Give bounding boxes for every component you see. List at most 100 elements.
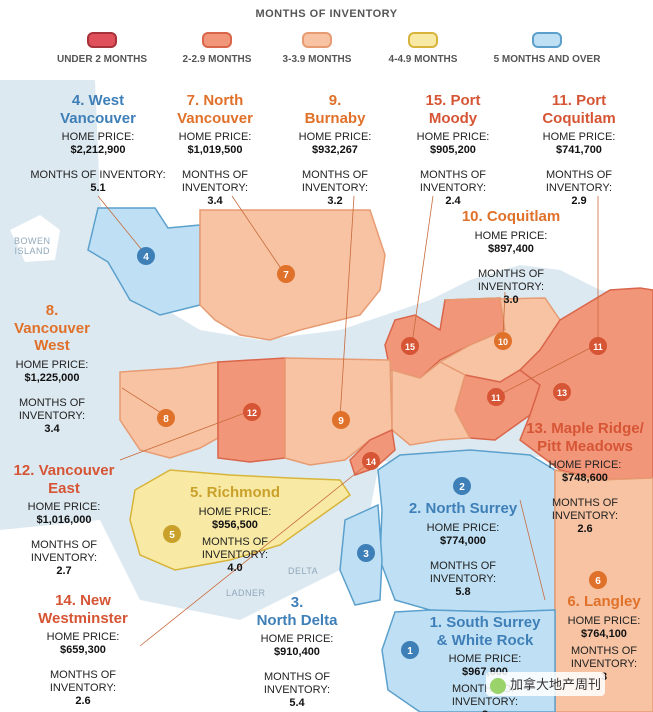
legend-label: 4-4.9 MONTHS: [388, 54, 458, 65]
months-value: 3: [420, 709, 550, 712]
home-price-label: HOME PRICE:: [474, 229, 548, 242]
months-label: MONTHS OF INVENTORY:: [545, 169, 613, 195]
months-value: 3.4: [44, 422, 60, 435]
home-price-label: HOME PRICE:: [416, 131, 490, 144]
label-west-vancouver: 4. West Vancouver HOME PRICE: $2,212,900…: [28, 92, 168, 195]
region-name: 15. Port: [425, 92, 481, 109]
marker-14: 14: [362, 452, 380, 470]
label-maple-ridge: 13. Maple Ridge/ Pitt Meadows HOME PRICE…: [518, 420, 652, 536]
region-name: 5. Richmond: [189, 484, 280, 501]
home-price-value: $1,016,000: [36, 514, 92, 527]
legend-swatch: [302, 32, 332, 48]
region-name: Vancouver: [14, 319, 90, 337]
legend-item-under-2: UNDER 2 MONTHS: [52, 32, 152, 65]
marker-11a: 11: [589, 337, 607, 355]
label-south-surrey: 1. South Surrey & White Rock HOME PRICE:…: [420, 614, 550, 712]
marker-number: 15: [405, 342, 415, 352]
marker-number: 3: [363, 549, 369, 560]
home-price-value: $910,400: [274, 646, 320, 659]
home-price-value: $2,212,900: [70, 144, 126, 157]
home-price-label: HOME PRICE:: [15, 359, 89, 372]
home-price-label: HOME PRICE:: [548, 459, 622, 472]
place-label-line: BOWEN: [14, 236, 51, 246]
marker-number: 4: [143, 252, 149, 263]
label-coquitlam: 10. Coquitlam HOME PRICE: $897,400 MONTH…: [446, 208, 576, 307]
home-price-label: HOME PRICE:: [178, 131, 252, 144]
marker-number: 6: [595, 576, 601, 587]
region-map: 4 7 9 15 11 11 10 8 12 5 13 2 14 3 6 1: [0, 80, 653, 712]
delta-label: DELTA: [288, 566, 319, 576]
label-port-moody: 15. Port Moody HOME PRICE: $905,200 MONT…: [398, 92, 508, 208]
region-name: Moody: [428, 109, 478, 127]
marker-number: 11: [491, 393, 501, 403]
months-value: 5.4: [289, 697, 305, 710]
marker-3: 3: [357, 544, 375, 562]
marker-1: 1: [401, 641, 419, 659]
months-value: 2.9: [571, 195, 587, 208]
months-value: 4.0: [227, 561, 243, 574]
months-label: MONTHS OF INVENTORY:: [30, 539, 98, 565]
region-name: Pitt Meadows: [537, 437, 633, 455]
label-vancouver-east: 12. Vancouver East HOME PRICE: $1,016,00…: [4, 462, 124, 578]
region-name: & White Rock: [436, 631, 534, 649]
marker-8: 8: [157, 409, 175, 427]
region-name: 7. North: [186, 92, 244, 109]
home-price-label: HOME PRICE:: [448, 653, 522, 666]
marker-number: 2: [459, 482, 465, 493]
home-price-label: HOME PRICE:: [46, 631, 120, 644]
months-label: MONTHS OF INVENTORY:: [30, 169, 166, 182]
marker-number: 14: [366, 457, 376, 467]
home-price-value: $956,500: [212, 518, 258, 531]
months-label: MONTHS OF INVENTORY:: [49, 669, 117, 695]
legend-label: 2-2.9 MONTHS: [182, 54, 252, 65]
months-label: MONTHS OF INVENTORY:: [477, 267, 545, 293]
region-name: 3.: [290, 594, 304, 611]
home-price-value: $774,000: [440, 534, 486, 547]
marker-number: 1: [407, 646, 413, 657]
marker-7: 7: [277, 265, 295, 283]
marker-13: 13: [553, 383, 571, 401]
place-label-line: ISLAND: [14, 246, 51, 256]
legend-item-4-to-4-9: 4-4.9 MONTHS: [378, 32, 468, 65]
home-price-value: $764,100: [581, 627, 627, 640]
region-name: Vancouver: [60, 109, 136, 127]
months-value: 5.8: [455, 585, 471, 598]
legend-swatch: [408, 32, 438, 48]
home-price-label: HOME PRICE:: [27, 501, 101, 514]
months-label: MONTHS OF INVENTORY:: [18, 397, 86, 422]
region-burnaby-east: [391, 361, 472, 446]
months-value: 3.0: [503, 293, 519, 306]
months-label: MONTHS OF INVENTORY:: [263, 671, 331, 697]
label-burnaby: 9. Burnaby HOME PRICE: $932,267 MONTHS O…: [280, 92, 390, 208]
leader-lines: [97, 195, 599, 647]
watermark-text: 加拿大地产周刊: [510, 677, 602, 692]
months-value: 5.1: [90, 182, 106, 195]
region-name: North Delta: [256, 611, 338, 629]
region-name: 2. North Surrey: [408, 500, 518, 517]
region-name: 4. West: [71, 92, 125, 109]
marker-number: 5: [169, 530, 175, 541]
legend-label: 5 MONTHS AND OVER: [493, 54, 601, 65]
label-north-vancouver: 7. North Vancouver HOME PRICE: $1,019,50…: [150, 92, 280, 208]
region-name: Coquitlam: [542, 109, 616, 127]
months-value: 3.4: [207, 195, 223, 208]
marker-9: 9: [332, 411, 350, 429]
legend-item-3-to-3-9: 3-3.9 MONTHS: [272, 32, 362, 65]
region-name: East: [48, 479, 80, 497]
months-label: MONTHS OF INVENTORY:: [181, 169, 249, 195]
region-name: 11. Port: [551, 92, 607, 109]
region-name: 9.: [328, 92, 342, 109]
ladner-label: LADNER: [226, 588, 266, 598]
home-price-value: $905,200: [430, 144, 476, 157]
marker-15: 15: [401, 337, 419, 355]
label-vancouver-west: 8. Vancouver West HOME PRICE: $1,225,000…: [2, 302, 102, 436]
marker-12: 12: [243, 403, 261, 421]
legend-label: UNDER 2 MONTHS: [56, 54, 147, 65]
home-price-label: HOME PRICE:: [198, 505, 272, 518]
region-name: 14. New: [55, 592, 111, 609]
legend-swatch: [202, 32, 232, 48]
region-name: 12. Vancouver: [13, 462, 115, 479]
home-price-value: $897,400: [488, 242, 534, 255]
wechat-icon: [490, 677, 506, 694]
marker-number: 12: [247, 408, 257, 418]
